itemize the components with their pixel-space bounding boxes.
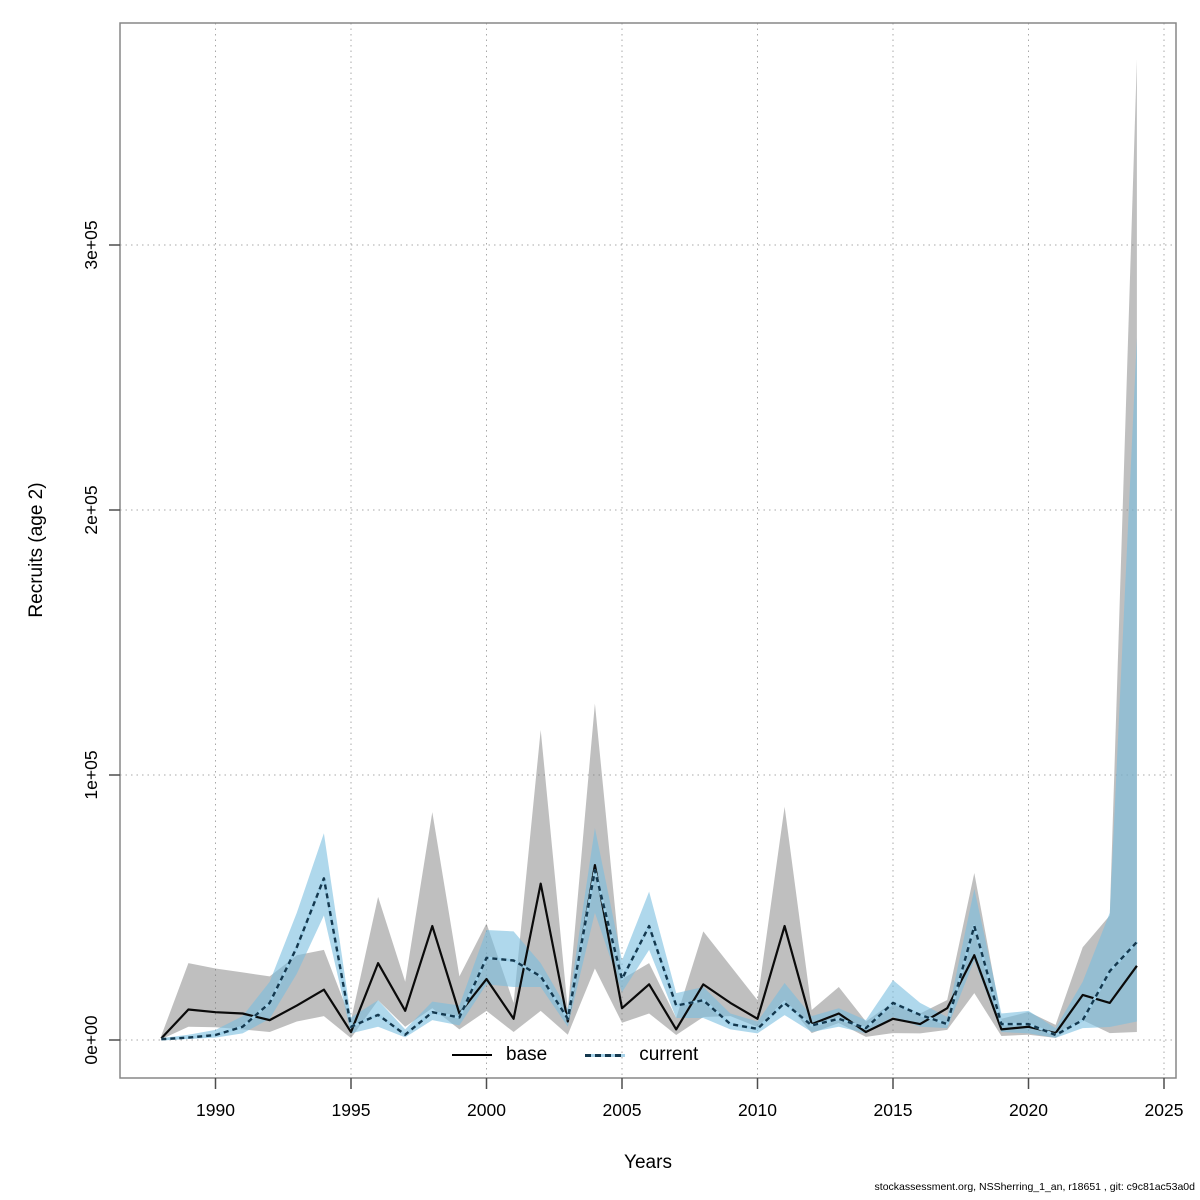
legend-base-line-sample: [452, 1054, 492, 1056]
y-tick-label: 0e+00: [81, 1015, 101, 1064]
plot-attribution: stockassessment.org, NSSherring_1_an, r1…: [874, 1181, 1195, 1193]
x-tick-label: 2025: [1145, 1100, 1184, 1120]
plot-border: [119, 22, 1177, 1079]
x-tick-label: 2015: [874, 1100, 913, 1120]
legend-current-line-sample: [585, 1053, 626, 1057]
y-tick-label: 1e+05: [81, 750, 101, 799]
x-tick-label: 1990: [196, 1100, 235, 1120]
legend-current-label: current: [639, 1044, 699, 1065]
current-confidence-band: [161, 337, 1137, 1040]
y-axis-title: Recruits (age 2): [26, 482, 47, 618]
y-tick-label: 2e+05: [81, 485, 101, 534]
x-axis-title: Years: [624, 1152, 672, 1173]
x-tick-label: 1995: [332, 1100, 371, 1120]
x-tick-label: 2010: [738, 1100, 777, 1120]
legend-base-label: base: [506, 1044, 548, 1065]
base-line: [160, 863, 1138, 1040]
x-tick-label: 2020: [1009, 1100, 1048, 1120]
current-line: [161, 869, 1138, 1041]
x-tick-label: 2000: [467, 1100, 506, 1120]
x-tick-label: 2005: [603, 1100, 642, 1120]
y-tick-label: 3e+05: [81, 220, 101, 269]
legend: base current: [452, 1044, 698, 1066]
